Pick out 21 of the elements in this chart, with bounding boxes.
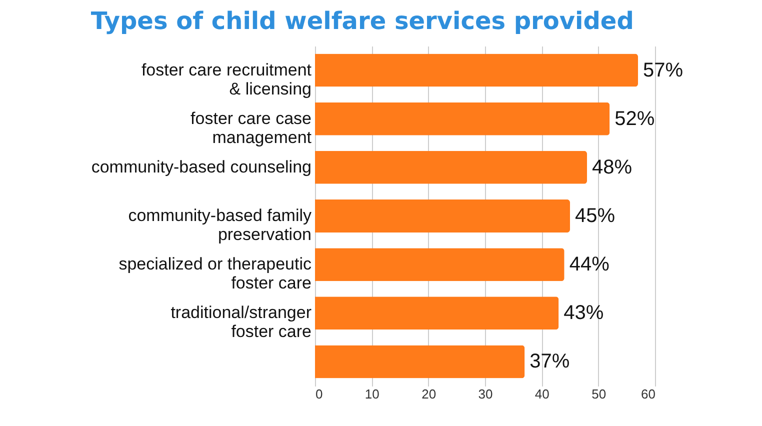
y-tick-label: traditional/stranger foster care (170, 303, 312, 342)
x-tick-label: 30 (478, 386, 493, 402)
data-label: 44% (569, 254, 610, 276)
x-tick-label: 60 (641, 386, 656, 402)
y-tick-label: foster care case management (190, 108, 312, 147)
x-tick-label: 40 (534, 386, 550, 402)
y-tick-label: specialized or therapeutic foster care (118, 254, 312, 293)
y-tick-label: community-based counseling (91, 157, 312, 176)
data-label: 37% (530, 350, 570, 373)
data-label: 45% (575, 205, 616, 227)
x-tick-label: 0 (316, 386, 323, 402)
y-tick-label: foster care recruitment & licensing (141, 60, 312, 98)
data-label: 48% (592, 156, 632, 178)
x-tick-label: 20 (422, 386, 436, 402)
x-tick-label: 10 (364, 386, 380, 402)
chart-title: Types of child welfare services provided (90, 7, 634, 35)
data-label: 52% (614, 108, 655, 130)
y-tick-label: community-based family preservation (128, 206, 312, 244)
data-label: 43% (564, 302, 604, 324)
x-tick-label: 50 (592, 386, 606, 402)
data-label: 57% (643, 59, 684, 82)
